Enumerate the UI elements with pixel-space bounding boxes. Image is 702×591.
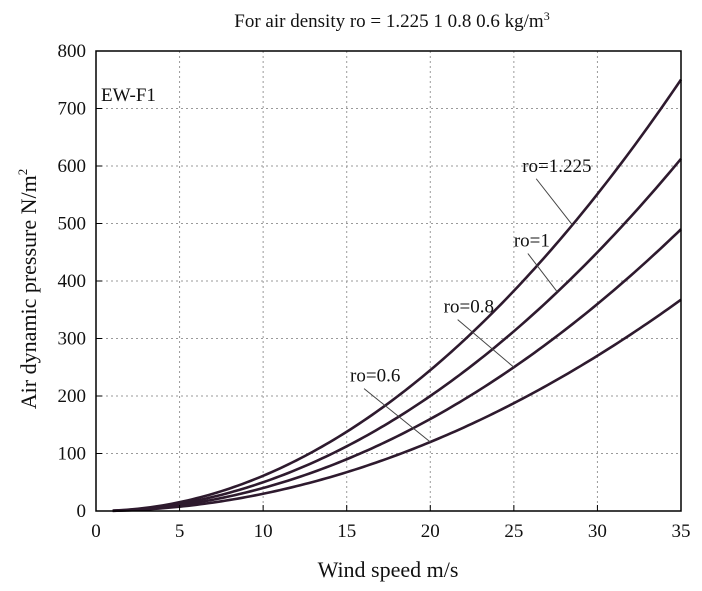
x-tick-label: 25	[504, 521, 523, 542]
x-tick-label: 5	[175, 521, 185, 542]
annotation-labels: ro=1.225 ro=1 ro=0.8 ro=0.6	[350, 156, 591, 387]
panel-label: EW-F1	[101, 85, 156, 106]
annotation-label: ro=0.8	[444, 297, 494, 318]
y-tick-label: 200	[58, 386, 87, 407]
y-tick-labels: 0 100 200 300 400 500 600 700 800	[58, 41, 102, 522]
y-axis-label: Air dynamic pressure N/m2	[15, 169, 41, 410]
y-tick-label: 800	[58, 41, 87, 62]
y-tick-label: 400	[58, 271, 87, 292]
annotation-label: ro=1	[514, 231, 550, 252]
series-line-ro=0.6	[112, 298, 682, 513]
y-axis-label-superscript: 2	[15, 169, 30, 176]
leader-line	[457, 319, 515, 368]
annotation-label: ro=1.225	[522, 156, 591, 177]
series-line-ro=0.8	[112, 228, 682, 513]
x-tick-label: 0	[91, 521, 101, 542]
leader-line	[363, 388, 431, 443]
chart-title: For air density ro = 1.225 1 0.8 0.6 kg/…	[234, 9, 549, 32]
data-lines	[112, 78, 683, 513]
x-tick-label: 15	[337, 521, 356, 542]
x-axis-label: Wind speed m/s	[318, 557, 459, 582]
y-tick-label: 0	[77, 501, 87, 522]
y-tick-label: 600	[58, 156, 87, 177]
x-tick-labels: 0 5 10 15 20 25 30 35	[91, 505, 691, 542]
chart-title-superscript: 3	[544, 9, 550, 23]
series-line-ro=1.225	[112, 78, 683, 512]
x-tick-label: 20	[421, 521, 440, 542]
y-tick-label: 100	[58, 444, 87, 465]
y-tick-label: 700	[58, 99, 87, 120]
x-tick-label: 30	[588, 521, 607, 542]
annotation-label: ro=0.6	[350, 366, 400, 387]
y-tick-label: 300	[58, 329, 87, 350]
annotation-leaders	[363, 178, 573, 443]
x-tick-label: 10	[254, 521, 273, 542]
y-tick-label: 500	[58, 214, 87, 235]
leader-line	[527, 253, 558, 293]
series-line-ro=1	[112, 157, 682, 513]
x-tick-label: 35	[672, 521, 691, 542]
leader-line	[535, 178, 573, 226]
grid	[96, 51, 681, 511]
